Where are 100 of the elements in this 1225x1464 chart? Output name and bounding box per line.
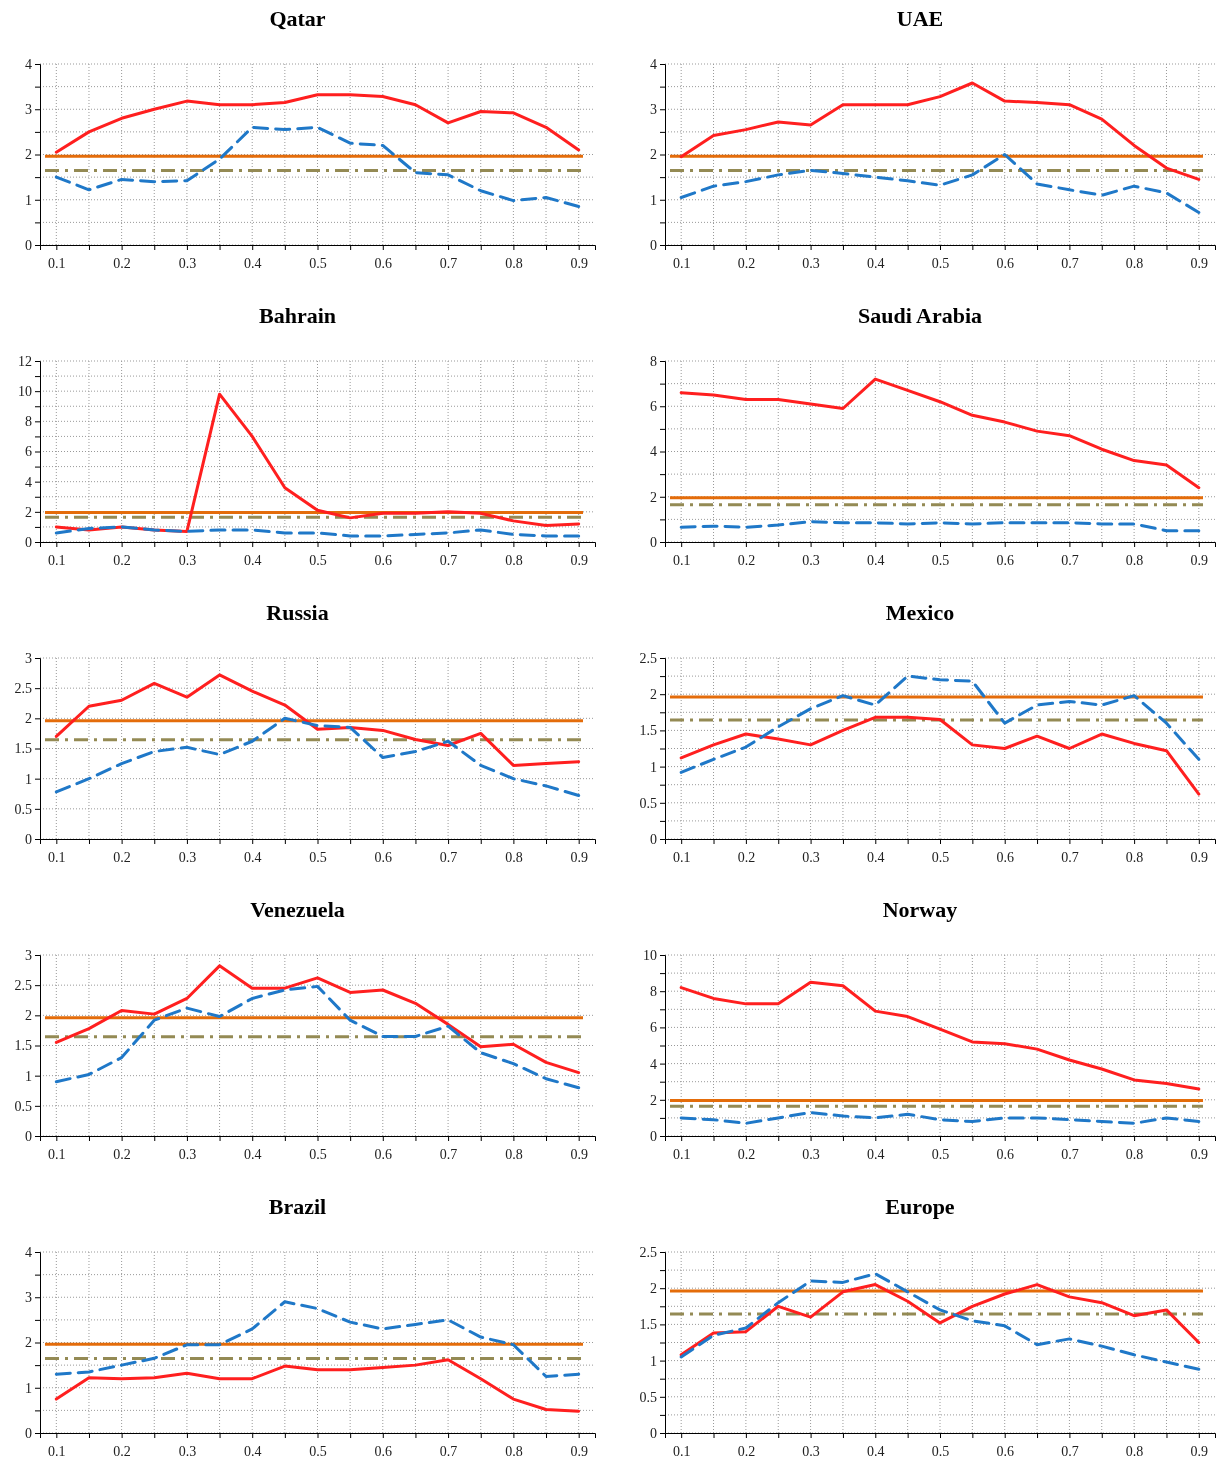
line-series bbox=[679, 674, 1201, 774]
x-tick-label: 0.3 bbox=[802, 553, 820, 569]
line-series bbox=[679, 1272, 1201, 1371]
chart-title: Brazil bbox=[268, 1194, 327, 1219]
line-series bbox=[54, 984, 581, 1090]
y-tick-label: 0 bbox=[650, 1128, 657, 1144]
y-tick-label: 10 bbox=[643, 947, 657, 963]
y-tick-label: 2 bbox=[650, 1092, 657, 1108]
x-tick-label: 0.2 bbox=[113, 850, 131, 866]
y-tick-label: 2 bbox=[650, 489, 657, 505]
y-tick-label: 2 bbox=[25, 711, 32, 727]
x-tick-label: 0.8 bbox=[1125, 1147, 1144, 1163]
y-tick-label: 3 bbox=[25, 947, 32, 963]
y-tick-label: 0.5 bbox=[639, 795, 657, 811]
y-tick-label: 2.5 bbox=[639, 650, 657, 666]
x-tick-label: 0.5 bbox=[931, 1147, 950, 1163]
y-tick-label: 2 bbox=[650, 1281, 657, 1297]
x-tick-label: 0.3 bbox=[178, 1147, 197, 1163]
x-tick-label: 0.9 bbox=[570, 1444, 588, 1460]
y-tick-label: 4 bbox=[25, 1244, 32, 1260]
x-tick-label: 0.7 bbox=[1061, 1147, 1079, 1163]
x-tick-label: 0.7 bbox=[439, 1147, 458, 1163]
x-tick-label: 0.2 bbox=[113, 1147, 131, 1163]
y-tick-label: 2 bbox=[650, 687, 657, 703]
line-series bbox=[679, 1283, 1201, 1357]
line-series bbox=[54, 1300, 581, 1378]
x-tick-label: 0.6 bbox=[374, 553, 393, 569]
y-tick-label: 0.5 bbox=[14, 801, 32, 817]
x-tick-label: 0.1 bbox=[48, 1444, 66, 1460]
y-tick-label: 1 bbox=[25, 1380, 32, 1396]
chart-title: Mexico bbox=[885, 600, 955, 625]
y-tick-label: 8 bbox=[25, 414, 32, 430]
y-tick-label: 2 bbox=[650, 147, 657, 163]
x-tick-label: 0.1 bbox=[672, 850, 691, 866]
x-tick-label: 0.2 bbox=[113, 1444, 131, 1460]
x-tick-label: 0.3 bbox=[802, 1444, 820, 1460]
y-tick-label: 3 bbox=[25, 1290, 32, 1306]
x-tick-label: 0.6 bbox=[374, 850, 393, 866]
y-tick-label: 0 bbox=[650, 534, 657, 550]
line-series bbox=[679, 980, 1201, 1091]
x-tick-label: 0.8 bbox=[505, 553, 523, 569]
x-tick-label: 0.2 bbox=[737, 256, 756, 272]
y-tick-label: 0 bbox=[25, 534, 32, 550]
x-tick-label: 0.9 bbox=[570, 553, 588, 569]
x-tick-label: 0.5 bbox=[931, 553, 950, 569]
y-tick-label: 2 bbox=[25, 1008, 32, 1024]
y-tick-label: 2.5 bbox=[14, 978, 32, 994]
chart-title: Qatar bbox=[269, 6, 326, 31]
chart-title: UAE bbox=[896, 6, 944, 31]
x-tick-label: 0.2 bbox=[737, 850, 756, 866]
x-tick-label: 0.3 bbox=[802, 1147, 820, 1163]
x-tick-label: 0.3 bbox=[802, 850, 820, 866]
x-tick-label: 0.9 bbox=[1190, 850, 1209, 866]
y-tick-label: 1 bbox=[650, 1353, 657, 1369]
y-tick-label: 1.5 bbox=[639, 1317, 657, 1333]
y-tick-label: 0 bbox=[25, 237, 32, 253]
x-tick-label: 0.3 bbox=[178, 553, 197, 569]
line-series bbox=[679, 153, 1201, 214]
x-tick-label: 0.5 bbox=[931, 850, 950, 866]
chart-title: Norway bbox=[882, 897, 958, 922]
chart-title: Bahrain bbox=[258, 303, 337, 328]
x-tick-label: 0.8 bbox=[505, 1147, 523, 1163]
y-tick-label: 3 bbox=[25, 102, 32, 118]
y-tick-label: 1 bbox=[25, 1068, 32, 1084]
line-series bbox=[54, 964, 581, 1075]
x-tick-label: 0.9 bbox=[1190, 1147, 1209, 1163]
y-tick-label: 4 bbox=[650, 1056, 657, 1072]
x-tick-label: 0.1 bbox=[48, 256, 66, 272]
y-tick-label: 2 bbox=[25, 1335, 32, 1351]
y-tick-label: 0 bbox=[650, 831, 657, 847]
x-tick-label: 0.2 bbox=[737, 1147, 756, 1163]
x-tick-label: 0.6 bbox=[996, 850, 1014, 866]
x-tick-label: 0.5 bbox=[931, 256, 950, 272]
x-tick-label: 0.7 bbox=[439, 850, 458, 866]
y-tick-label: 4 bbox=[650, 444, 657, 460]
y-tick-label: 1.5 bbox=[639, 723, 657, 739]
x-tick-label: 0.6 bbox=[996, 256, 1014, 272]
y-tick-label: 12 bbox=[18, 353, 32, 369]
line-series bbox=[679, 715, 1201, 796]
y-tick-label: 0.5 bbox=[14, 1098, 32, 1114]
chart-title: Europe bbox=[885, 1194, 955, 1219]
x-tick-label: 0.3 bbox=[802, 256, 820, 272]
x-tick-label: 0.7 bbox=[439, 256, 458, 272]
y-tick-label: 0 bbox=[650, 237, 657, 253]
y-tick-label: 10 bbox=[18, 384, 32, 400]
y-tick-label: 2 bbox=[25, 504, 32, 520]
line-series bbox=[54, 1358, 581, 1413]
y-tick-label: 8 bbox=[650, 984, 657, 1000]
chart-title: Venezuela bbox=[250, 897, 345, 922]
x-tick-label: 0.8 bbox=[505, 256, 523, 272]
line-series bbox=[679, 520, 1201, 533]
x-tick-label: 0.7 bbox=[1061, 553, 1079, 569]
x-tick-label: 0.2 bbox=[737, 553, 756, 569]
line-series bbox=[679, 81, 1201, 181]
y-tick-label: 3 bbox=[25, 650, 32, 666]
x-tick-label: 0.5 bbox=[309, 1147, 327, 1163]
y-tick-label: 0 bbox=[25, 831, 32, 847]
y-tick-label: 1.5 bbox=[14, 741, 32, 757]
y-tick-label: 2.5 bbox=[639, 1244, 657, 1260]
x-tick-label: 0.5 bbox=[931, 1444, 950, 1460]
